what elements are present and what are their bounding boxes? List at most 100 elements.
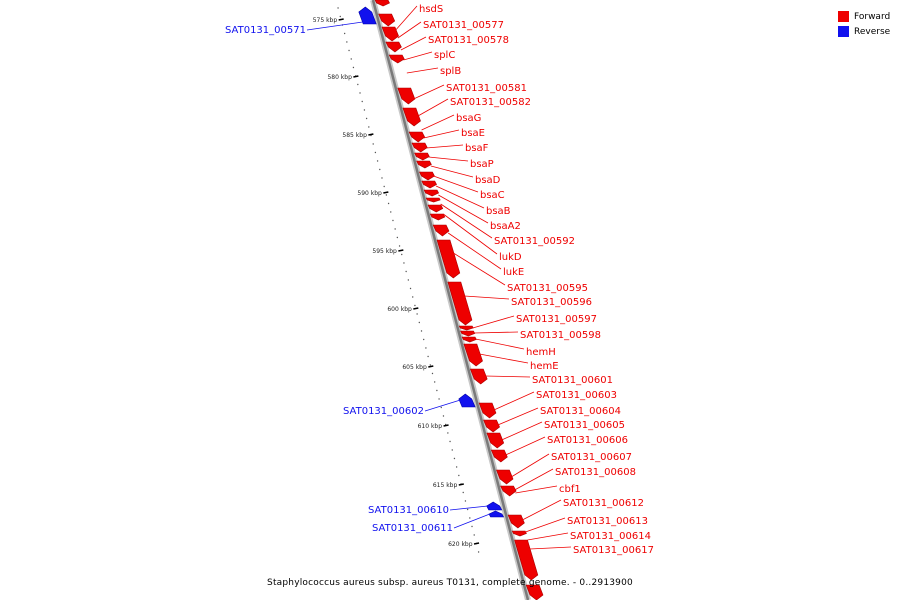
- leader-line: [501, 421, 543, 441]
- tick-mark: [398, 249, 404, 252]
- forward-gene-block: [374, 0, 390, 7]
- gene-label: splC: [434, 50, 455, 61]
- scale-dot: [392, 219, 394, 222]
- tick-label: 600 kbp: [387, 306, 412, 313]
- scale-dot: [455, 466, 458, 468]
- scale-dot: [453, 457, 456, 460]
- tick-label: 610 kbp: [418, 423, 443, 430]
- scale-dot: [350, 58, 352, 60]
- scale-dot: [365, 117, 368, 120]
- forward-gene-block: [397, 87, 416, 105]
- gene-label: SAT0131_00597: [516, 314, 597, 325]
- leader-line: [447, 232, 502, 270]
- scale-dot: [379, 168, 381, 171]
- forward-gene-block: [463, 343, 483, 367]
- backbone-line: [371, 0, 530, 600]
- forward-gene-block: [421, 180, 437, 189]
- scale-dot: [420, 330, 423, 332]
- scale-dot: [337, 7, 339, 9]
- forward-gene-block: [429, 213, 446, 221]
- forward-gene-block: [495, 469, 514, 485]
- forward-gene-block: [402, 107, 421, 127]
- scale-dot: [471, 525, 473, 528]
- tick-mark: [413, 307, 419, 310]
- scale-dot: [381, 177, 383, 179]
- scale-dot: [436, 389, 438, 392]
- scale-dot: [418, 321, 421, 324]
- gene-label: cbf1: [559, 484, 581, 495]
- leader-line: [449, 505, 488, 511]
- scale-dot: [352, 66, 355, 69]
- gene-label: SAT0131_00602: [343, 406, 424, 417]
- gene-label: SAT0131_00592: [494, 236, 575, 247]
- reverse-gene-block: [458, 393, 476, 408]
- scale-dot: [458, 474, 460, 477]
- leader-line: [443, 213, 498, 255]
- scale-dot: [396, 236, 399, 239]
- leader-line: [435, 185, 485, 209]
- tick-mark: [428, 365, 434, 368]
- scale-dot: [433, 381, 436, 383]
- gene-label: SAT0131_00608: [555, 467, 636, 478]
- leader-line: [511, 453, 550, 478]
- forward-gene-block: [418, 171, 435, 181]
- genome-backbone: [370, 0, 531, 600]
- scale-dot: [423, 338, 425, 341]
- scale-dot: [440, 406, 442, 409]
- leader-line: [514, 468, 554, 491]
- scale-dot: [368, 126, 370, 128]
- leader-line: [529, 546, 572, 550]
- legend-label-reverse: Reverse: [854, 26, 891, 37]
- gene-label: SAT0131_00578: [428, 35, 509, 46]
- leader-line: [453, 513, 490, 529]
- scale-dot: [361, 100, 363, 103]
- kbp-scale-dots: [337, 7, 480, 553]
- forward-gene-block: [469, 368, 488, 385]
- forward-gene-block: [483, 419, 500, 433]
- forward-gene-block: [478, 402, 497, 419]
- leader-line: [428, 156, 469, 162]
- forward-gene-block: [507, 514, 525, 529]
- gene-label: bsaP: [470, 159, 494, 170]
- forward-gene-block: [378, 13, 396, 27]
- leader-line: [453, 252, 506, 286]
- gene-label: splB: [440, 66, 461, 77]
- leader-line: [440, 203, 493, 239]
- gene-labels: hsdS SAT0131_00571 SAT0131_00577 SAT0131_00…: [225, 4, 654, 556]
- forward-gene-block: [460, 330, 476, 337]
- forward-gene-block: [432, 224, 450, 237]
- scale-dot: [473, 534, 475, 536]
- tick-label: 580 kbp: [327, 74, 352, 81]
- gene-label: SAT0131_00613: [567, 516, 648, 527]
- tick-mark: [443, 424, 449, 427]
- gene-label: SAT0131_00610: [368, 505, 449, 516]
- forward-swatch: [838, 11, 849, 22]
- reverse-swatch: [838, 26, 849, 37]
- label-leader-lines: [306, 5, 572, 550]
- gene-label: SAT0131_00603: [536, 390, 617, 401]
- scale-dot: [414, 304, 416, 307]
- gene-label: lukD: [499, 252, 522, 263]
- forward-gene-block: [500, 485, 517, 497]
- leader-line: [403, 51, 433, 61]
- reverse-gene-block: [488, 510, 505, 518]
- leader-line: [475, 338, 525, 350]
- gene-label: SAT0131_00605: [544, 420, 625, 431]
- leader-line: [522, 499, 562, 521]
- forward-gene-block: [461, 336, 477, 343]
- scale-dot: [449, 440, 451, 443]
- leader-line: [417, 98, 449, 117]
- leader-line: [397, 21, 422, 39]
- forward-gene-block: [381, 26, 399, 42]
- tick-label: 585 kbp: [342, 132, 367, 139]
- leader-line: [433, 175, 479, 193]
- forward-gene-block: [425, 197, 441, 203]
- leader-line: [424, 399, 461, 412]
- scale-dot: [462, 491, 464, 494]
- scale-dot: [431, 372, 434, 375]
- scale-dot: [374, 151, 377, 154]
- scale-dot: [405, 270, 407, 273]
- leader-line: [464, 295, 510, 300]
- scale-dot: [398, 245, 401, 247]
